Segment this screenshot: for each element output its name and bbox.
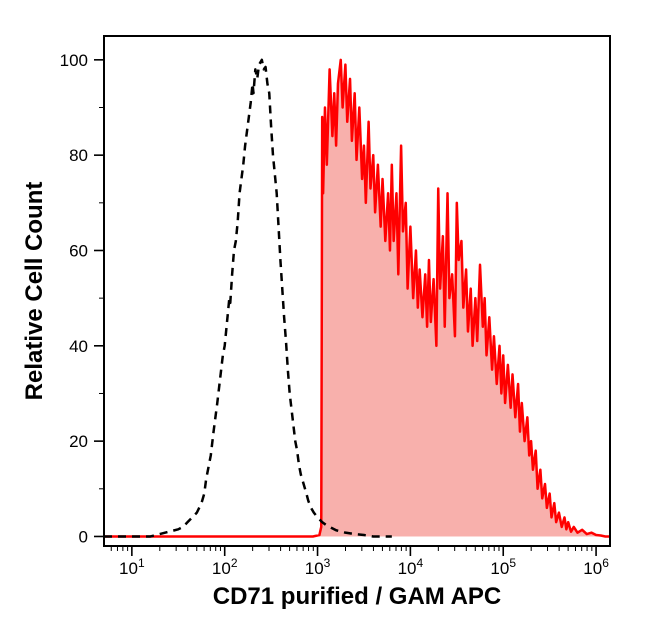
x-tick-label: 104 xyxy=(398,556,424,578)
y-tick-label: 40 xyxy=(69,337,88,356)
x-tick-label: 106 xyxy=(583,556,609,578)
x-tick-label: 103 xyxy=(305,556,331,578)
x-tick-label: 101 xyxy=(119,556,145,578)
y-tick-label: 20 xyxy=(69,432,88,451)
y-tick-label: 80 xyxy=(69,146,88,165)
x-tick-label: 105 xyxy=(490,556,516,578)
x-tick-label: 102 xyxy=(212,556,238,578)
y-tick-label: 60 xyxy=(69,241,88,260)
histogram-chart: 101 102 103 104 105 106 CD71 purified / GAM AP… xyxy=(0,0,646,641)
chart-svg: 101 102 103 104 105 106 CD71 purified / GAM AP… xyxy=(0,0,646,641)
x-axis-label: CD71 purified / GAM APC xyxy=(213,583,501,610)
x-axis: 101 102 103 104 105 106 xyxy=(111,546,609,578)
y-axis-label: Relative Cell Count xyxy=(21,182,48,401)
y-tick-label: 100 xyxy=(60,51,88,70)
y-axis: 0 20 40 60 80 100 xyxy=(60,51,104,547)
y-tick-label: 0 xyxy=(79,527,88,546)
